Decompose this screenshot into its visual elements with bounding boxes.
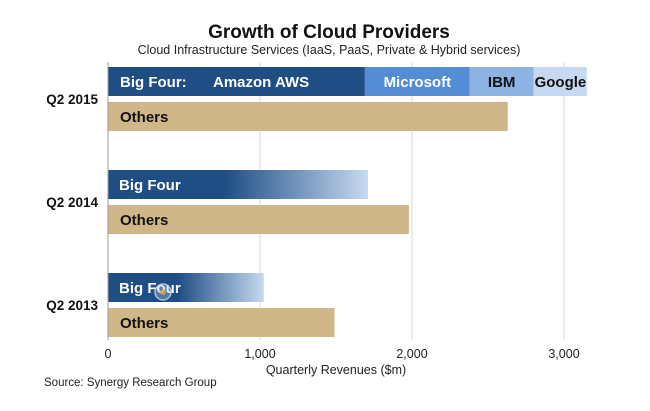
bar-big-four <box>108 170 368 199</box>
bar-label-others: Others <box>120 109 168 126</box>
category-label: Q2 2013 <box>46 298 98 313</box>
big-four-prefix-label: Big Four: <box>120 74 187 91</box>
cursor-indicator <box>154 283 172 301</box>
chart-subtitle: Cloud Infrastructure Services (IaaS, Paa… <box>138 43 521 57</box>
bar-label-others: Others <box>120 212 168 229</box>
x-tick-label: 1,000 <box>244 347 275 361</box>
x-axis-label: Quarterly Revenues ($m) <box>266 363 406 377</box>
segment-label: Microsoft <box>384 74 452 91</box>
bar-segment-ibm <box>469 67 534 96</box>
x-tick-label: 3,000 <box>548 347 579 361</box>
bar-others <box>108 205 409 234</box>
x-tick-labels: 0 1,000 2,000 3,000 <box>105 347 580 361</box>
bar-segment-amazon-aws <box>108 67 365 96</box>
segment-label: Amazon AWS <box>213 74 309 91</box>
source-note: Source: Synergy Research Group <box>44 377 217 389</box>
bar-segment-google <box>533 67 587 96</box>
segment-label: Google <box>535 74 587 91</box>
bar-big-four <box>108 273 264 302</box>
bar-segment-microsoft <box>364 67 470 96</box>
bars: Amazon AWS Microsoft IBM Google Big Four: Oth… <box>108 67 587 337</box>
category-label: Q2 2014 <box>46 195 98 210</box>
x-tick-label: 2,000 <box>396 347 427 361</box>
category-labels: Q2 2015 Q2 2014 Q2 2013 <box>46 92 98 313</box>
bar-label-others: Others <box>120 315 168 332</box>
bar-others <box>108 102 508 131</box>
category-label: Q2 2015 <box>46 92 98 107</box>
x-tick-label: 0 <box>105 347 112 361</box>
chart-title: Growth of Cloud Providers <box>208 22 450 43</box>
bar-others <box>108 308 335 337</box>
bar-label-big-four: Big Four <box>119 177 181 194</box>
segment-label: IBM <box>488 74 516 91</box>
bar-label-big-four: Big Four <box>119 280 181 297</box>
